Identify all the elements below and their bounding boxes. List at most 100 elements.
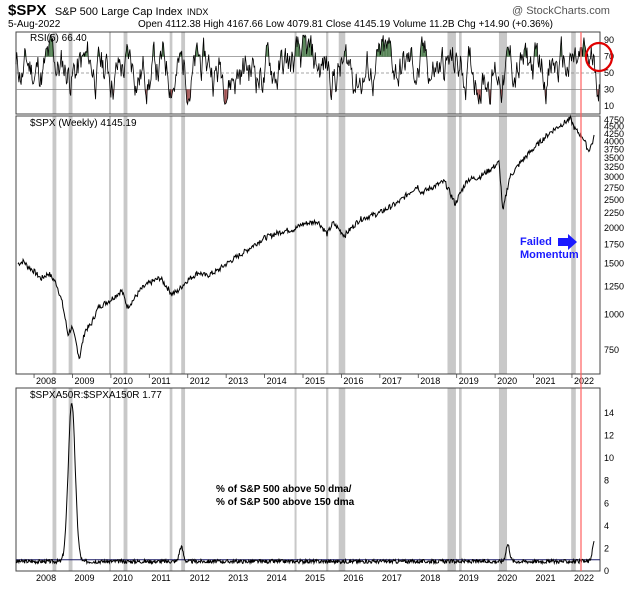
shade-band xyxy=(498,116,508,374)
price-tick-label: 3250 xyxy=(604,162,624,172)
ratio-year-label: 2013 xyxy=(228,573,248,583)
shade-band xyxy=(458,32,462,114)
rsi-overbought-fill xyxy=(86,51,87,57)
shade-band xyxy=(123,32,128,114)
price-year-label: 2014 xyxy=(267,376,287,386)
price-year-label: 2013 xyxy=(228,376,248,386)
price-tick-label: 4250 xyxy=(604,129,624,139)
shade-band xyxy=(447,116,456,374)
price-tick-label: 2500 xyxy=(604,195,624,205)
ratio-year-label: 2012 xyxy=(190,573,210,583)
price-tick-label: 750 xyxy=(604,345,619,355)
rsi-overbought-fill xyxy=(302,35,304,57)
ratio-legend: $SPXA50R:$SPXA150R 1.77 xyxy=(30,390,162,401)
rsi-overbought-fill xyxy=(303,35,305,57)
momentum-label: Momentum xyxy=(520,249,579,261)
price-year-label: 2022 xyxy=(574,376,594,386)
price-tick-label: 1750 xyxy=(604,239,624,249)
rsi-tick-label: 50 xyxy=(604,68,614,78)
shade-band xyxy=(181,388,186,571)
ratio-year-label: 2009 xyxy=(74,573,94,583)
price-tick-label: 4000 xyxy=(604,136,624,146)
price-panel xyxy=(15,115,601,375)
rsi-legend: RSI(5) 66.40 xyxy=(30,33,87,44)
blue-arrow-icon xyxy=(558,234,577,250)
rsi-overbought-fill xyxy=(422,42,424,57)
rsi-red-circle xyxy=(584,41,614,73)
shade-band xyxy=(68,116,73,374)
shade-band xyxy=(68,388,73,571)
price-year-label: 2018 xyxy=(420,376,440,386)
rsi-tick-label: 30 xyxy=(604,84,614,94)
ratio-tick-label: 10 xyxy=(604,453,614,463)
price-year-label: 2017 xyxy=(382,376,402,386)
ratio-note-line2: % of S&P 500 above 150 dma xyxy=(216,497,355,508)
shade-band xyxy=(108,116,111,374)
price-year-label: 2019 xyxy=(459,376,479,386)
ratio-note-line1: % of S&P 500 above 50 dma/ xyxy=(216,484,352,495)
ratio-tick-label: 14 xyxy=(604,408,614,418)
price-tick-label: 3000 xyxy=(604,172,624,182)
ratio-panel xyxy=(15,387,601,572)
price-tick-label: 4750 xyxy=(604,115,624,125)
failed-label: Failed xyxy=(520,236,552,248)
ratio-year-label: 2014 xyxy=(267,573,287,583)
shade-band xyxy=(447,388,456,571)
price-tick-label: 2000 xyxy=(604,223,624,233)
price-legend: $SPX (Weekly) 4145.19 xyxy=(30,118,137,129)
price-year-label: 2008 xyxy=(36,376,56,386)
rsi-overbought-fill xyxy=(51,38,53,57)
ratio-year-label: 2018 xyxy=(420,573,440,583)
price-year-label: 2021 xyxy=(536,376,556,386)
shade-band xyxy=(169,116,173,374)
ratio-year-label: 2020 xyxy=(497,573,517,583)
shade-band xyxy=(108,388,111,571)
ratio-tick-label: 12 xyxy=(604,431,614,441)
shade-band xyxy=(52,116,57,374)
rsi-overbought-fill xyxy=(387,41,389,57)
ratio-year-label: 2019 xyxy=(459,573,479,583)
price-year-label: 2015 xyxy=(305,376,325,386)
ratio-tick-label: 8 xyxy=(604,476,609,486)
rsi-tick-label: 10 xyxy=(604,101,614,111)
rsi-overbought-fill xyxy=(267,42,268,57)
price-year-label: 2016 xyxy=(343,376,363,386)
price-tick-label: 2250 xyxy=(604,208,624,218)
price-tick-label: 2750 xyxy=(604,183,624,193)
price-year-label: 2010 xyxy=(113,376,133,386)
price-year-label: 2012 xyxy=(190,376,210,386)
shade-band xyxy=(338,116,346,374)
index-name: S&P 500 Large Cap Index xyxy=(54,6,183,18)
shade-band xyxy=(498,388,508,571)
price-year-label: 2011 xyxy=(151,376,170,386)
ratio-tick-label: 0 xyxy=(604,566,609,576)
rsi-overbought-fill xyxy=(389,41,391,57)
price-tick-label: 3500 xyxy=(604,153,624,163)
ratio-year-label: 2008 xyxy=(36,573,56,583)
price-tick-label: 1500 xyxy=(604,259,624,269)
watermark: @ StockCharts.com xyxy=(512,5,610,17)
rsi-overbought-fill xyxy=(304,35,306,57)
shade-band xyxy=(571,388,576,571)
price-tick-label: 1250 xyxy=(604,281,624,291)
ratio-year-label: 2010 xyxy=(113,573,133,583)
price-tick-label: 1000 xyxy=(604,309,624,319)
rsi-tick-label: 70 xyxy=(604,52,614,62)
quote-line: Open 4112.38 High 4167.66 Low 4079.81 Cl… xyxy=(138,19,553,30)
rsi-overbought-fill xyxy=(50,35,52,57)
shade-band xyxy=(294,116,297,374)
ratio-year-label: 2016 xyxy=(343,573,363,583)
price-tick-label: 4500 xyxy=(604,122,624,132)
date-label: 5-Aug-2022 xyxy=(8,19,61,30)
price-line xyxy=(17,114,595,360)
price-year-label: 2020 xyxy=(497,376,517,386)
shade-band xyxy=(458,388,462,571)
ratio-year-label: 2021 xyxy=(536,573,556,583)
shade-band xyxy=(294,32,297,114)
ratio-year-label: 2011 xyxy=(151,573,170,583)
chart-header: $SPX S&P 500 Large Cap Index INDX xyxy=(8,2,208,20)
shade-band xyxy=(326,388,329,571)
rsi-oversold-fill xyxy=(188,89,190,101)
rsi-overbought-fill xyxy=(507,47,509,57)
